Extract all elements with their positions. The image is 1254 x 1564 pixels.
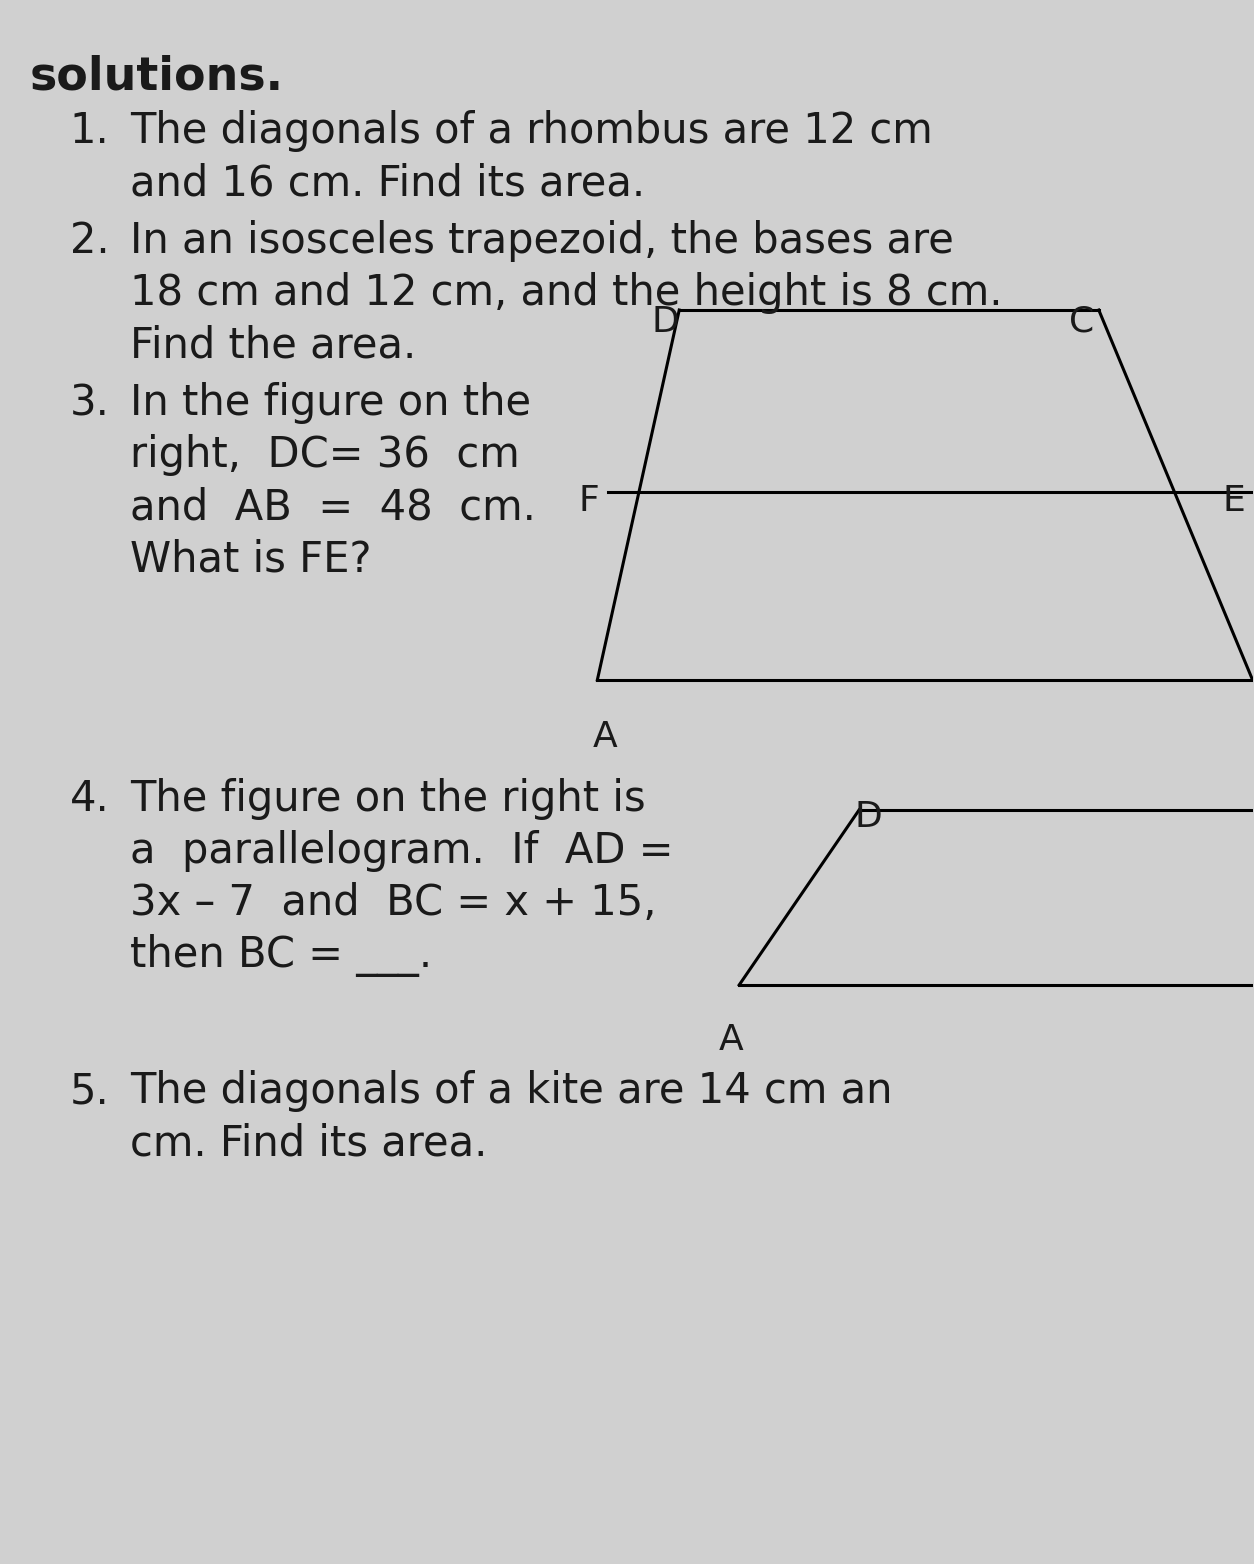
Text: The diagonals of a kite are 14 cm an: The diagonals of a kite are 14 cm an xyxy=(130,1070,893,1112)
Text: 4.: 4. xyxy=(70,777,109,820)
Text: and  AB  =  48  cm.: and AB = 48 cm. xyxy=(130,486,535,529)
Text: D: D xyxy=(651,305,678,339)
Text: then BC = ___.: then BC = ___. xyxy=(130,934,431,978)
Text: solutions.: solutions. xyxy=(30,55,283,100)
Text: 3.: 3. xyxy=(70,382,110,424)
Text: 5.: 5. xyxy=(70,1070,109,1112)
Text: The diagonals of a rhombus are 12 cm: The diagonals of a rhombus are 12 cm xyxy=(130,109,933,152)
Text: 1.: 1. xyxy=(70,109,109,152)
Text: Find the area.: Find the area. xyxy=(130,324,416,366)
Text: 18 cm and 12 cm, and the height is 8 cm.: 18 cm and 12 cm, and the height is 8 cm. xyxy=(130,272,1002,314)
Text: right,  DC= 36  cm: right, DC= 36 cm xyxy=(130,433,519,475)
Text: A: A xyxy=(720,1023,744,1057)
Text: and 16 cm. Find its area.: and 16 cm. Find its area. xyxy=(130,163,645,203)
Text: In an isosceles trapezoid, the bases are: In an isosceles trapezoid, the bases are xyxy=(130,221,954,263)
Text: F: F xyxy=(578,483,599,518)
Text: 2.: 2. xyxy=(70,221,109,263)
Text: The figure on the right is: The figure on the right is xyxy=(130,777,646,820)
Text: cm. Find its area.: cm. Find its area. xyxy=(130,1121,488,1164)
Text: E: E xyxy=(1223,483,1245,518)
Text: D: D xyxy=(854,801,882,834)
Text: What is FE?: What is FE? xyxy=(130,538,371,580)
Text: a  parallelogram.  If  AD =: a parallelogram. If AD = xyxy=(130,830,673,873)
Text: 3x – 7  and  BC = x + 15,: 3x – 7 and BC = x + 15, xyxy=(130,882,656,924)
Text: In the figure on the: In the figure on the xyxy=(130,382,530,424)
Text: A: A xyxy=(592,719,617,754)
Text: C: C xyxy=(1068,305,1093,339)
